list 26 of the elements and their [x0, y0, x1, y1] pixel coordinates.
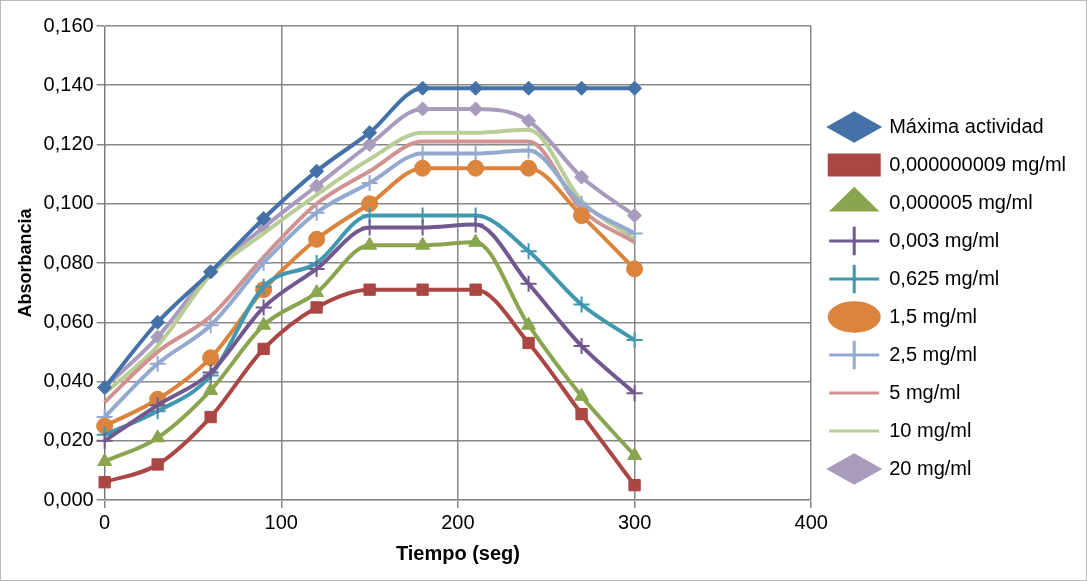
legend-label: 20 mg/ml: [889, 456, 972, 479]
x-tick-label: 0: [99, 510, 111, 533]
y-tick-label: 0,080: [43, 250, 94, 273]
y-tick-label: 0,000: [43, 487, 94, 510]
legend-label: 0,000000009 mg/ml: [889, 152, 1067, 175]
x-tick-label: 400: [794, 510, 828, 533]
legend-label: 0,000005 mg/ml: [889, 190, 1033, 213]
y-tick-label: 0,100: [43, 191, 94, 214]
y-axis-title: Absorbancia: [14, 207, 35, 318]
y-tick-label: 0,060: [43, 309, 94, 332]
legend-label: 5 mg/ml: [889, 380, 961, 403]
legend-label: 2,5 mg/ml: [889, 342, 978, 365]
legend-label: Máxima actividad: [889, 114, 1044, 137]
y-tick-label: 0,020: [43, 428, 94, 451]
x-tick-label: 300: [617, 510, 652, 533]
x-tick-label: 100: [264, 510, 298, 533]
x-tick-label: 200: [441, 510, 475, 533]
legend-label: 0,003 mg/ml: [889, 228, 1000, 251]
legend-label: 10 mg/ml: [889, 418, 972, 441]
x-axis-title: Tiempo (seg): [395, 541, 520, 564]
legend-label: 0,625 mg/ml: [889, 266, 1000, 289]
y-tick-label: 0,120: [43, 132, 94, 155]
y-tick-label: 0,140: [43, 72, 94, 95]
y-tick-label: 0,160: [43, 13, 94, 36]
legend-label: 1,5 mg/ml: [889, 304, 978, 327]
y-tick-label: 0,040: [43, 369, 94, 392]
